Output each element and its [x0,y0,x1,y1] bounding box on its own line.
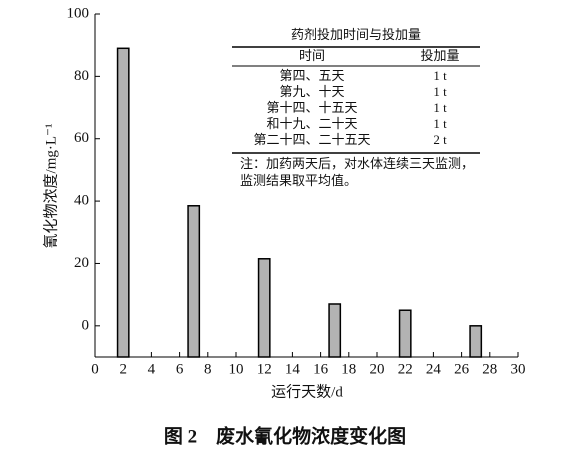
x-tick-label: 12 [257,361,272,377]
table-cell: 第四、五天 [279,68,344,83]
table-header: 时间 [299,48,325,63]
table-header: 投加量 [420,48,459,63]
bar [116,47,130,358]
table-title: 药剂投加时间与投加量 [291,27,421,42]
x-tick-label: 10 [229,361,244,377]
caption: 图 2 废水氰化物浓度变化图 [164,424,406,447]
table-cell: 和十九、二十天 [266,116,357,131]
table-cell: 1 t [433,68,447,83]
x-tick-label: 16 [313,361,329,377]
table-note: 注：加药两天后，对水体连续三天监测， [240,156,474,171]
x-tick-label: 30 [511,361,526,377]
x-tick-label: 20 [370,361,385,377]
x-tick-label: 14 [285,361,301,377]
bar [187,205,201,358]
x-tick-label: 24 [426,361,442,377]
x-tick-label: 4 [148,361,156,377]
table-cell: 第十四、十五天 [266,100,357,115]
table-cell: 第二十四、二十五天 [253,132,370,147]
y-tick-label: 20 [74,255,89,271]
y-tick-label: 60 [74,130,89,146]
x-label: 运行天数/d [271,383,343,400]
y-tick-label: 100 [67,5,90,21]
x-tick-label: 6 [176,361,184,377]
table-cell: 1 t [433,84,447,99]
x-tick-label: 22 [398,361,413,377]
table-cell: 1 t [433,116,447,131]
bar [328,303,342,358]
x-tick-label: 8 [204,361,212,377]
table-cell: 1 t [433,100,447,115]
y-tick-label: 80 [74,68,89,84]
y-tick-label: 40 [74,193,89,209]
table-note: 监测结果取平均值。 [240,173,357,188]
bar [398,309,412,358]
x-tick-label: 18 [341,361,356,377]
bar [257,258,271,358]
bar [469,325,483,358]
table-cell: 第九、十天 [279,84,344,99]
y-tick-label: 0 [82,317,90,333]
x-tick-label: 28 [482,361,497,377]
x-tick-label: 2 [119,361,127,377]
x-tick-label: 26 [454,361,470,377]
y-label: 氰化物浓度/mg·L⁻¹ [42,124,59,249]
x-tick-label: 0 [91,361,99,377]
table-cell: 2 t [433,132,447,147]
